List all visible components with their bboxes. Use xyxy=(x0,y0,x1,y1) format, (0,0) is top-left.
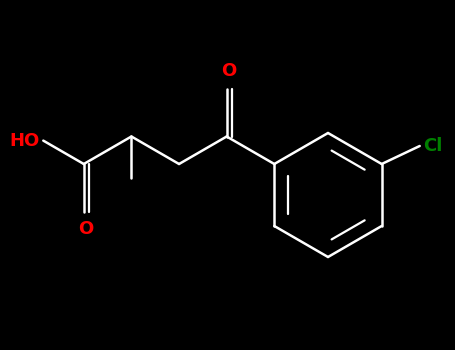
Text: O: O xyxy=(78,220,93,238)
Text: HO: HO xyxy=(9,132,39,150)
Text: O: O xyxy=(221,63,236,80)
Text: Cl: Cl xyxy=(423,137,442,155)
